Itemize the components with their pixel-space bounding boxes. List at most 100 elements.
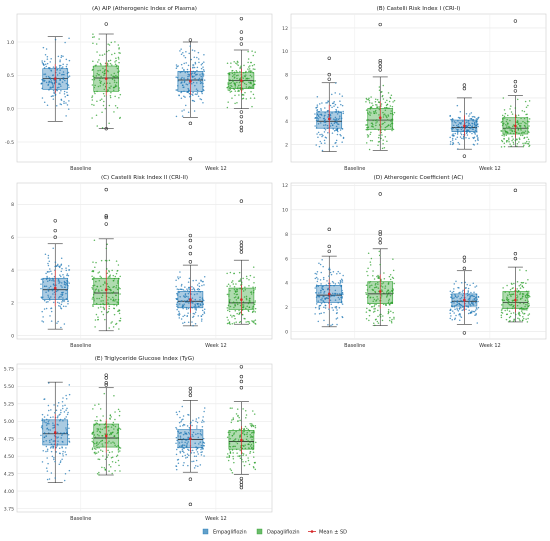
data-point bbox=[327, 131, 329, 134]
data-point bbox=[51, 455, 54, 458]
data-point bbox=[199, 430, 202, 432]
data-point bbox=[101, 111, 103, 114]
outlier-point bbox=[104, 381, 108, 385]
data-point bbox=[60, 89, 62, 92]
data-point bbox=[47, 83, 50, 86]
data-point bbox=[202, 82, 204, 85]
data-point bbox=[54, 477, 56, 479]
data-point bbox=[519, 302, 521, 304]
data-point bbox=[97, 451, 100, 453]
data-point bbox=[318, 294, 320, 297]
data-point bbox=[188, 52, 190, 55]
outlier-point bbox=[239, 240, 244, 244]
data-point bbox=[58, 265, 60, 268]
data-point bbox=[468, 303, 470, 305]
data-point bbox=[191, 285, 193, 288]
data-point bbox=[179, 425, 181, 427]
data-point bbox=[371, 102, 373, 104]
data-point bbox=[106, 426, 109, 428]
data-point bbox=[40, 287, 42, 290]
data-point bbox=[253, 413, 256, 415]
data-point bbox=[254, 322, 256, 325]
y-tick-label: 6 bbox=[285, 256, 288, 262]
y-tick-label: 2 bbox=[285, 142, 288, 148]
data-point bbox=[111, 456, 114, 459]
data-point bbox=[254, 468, 257, 471]
data-point bbox=[366, 134, 369, 136]
data-point bbox=[391, 129, 393, 132]
data-point bbox=[523, 312, 526, 315]
data-point bbox=[100, 259, 103, 262]
data-point bbox=[338, 298, 341, 300]
data-point bbox=[98, 297, 100, 300]
outlier-point bbox=[327, 56, 331, 60]
outlier-point bbox=[513, 19, 518, 23]
data-point bbox=[237, 420, 239, 422]
data-point bbox=[238, 81, 241, 84]
data-point bbox=[336, 121, 338, 124]
data-point bbox=[368, 314, 371, 317]
data-point bbox=[517, 128, 520, 131]
data-point bbox=[199, 304, 202, 306]
data-point bbox=[333, 285, 335, 287]
data-point bbox=[315, 276, 318, 279]
data-point bbox=[203, 284, 205, 286]
data-point bbox=[186, 68, 189, 71]
data-point bbox=[177, 435, 179, 437]
data-point bbox=[98, 59, 100, 61]
data-point bbox=[331, 295, 333, 297]
data-point bbox=[382, 111, 384, 114]
data-point bbox=[51, 273, 53, 275]
data-point bbox=[319, 133, 321, 136]
data-point bbox=[96, 61, 99, 63]
data-point bbox=[67, 84, 70, 86]
data-point bbox=[202, 416, 204, 418]
data-point bbox=[384, 287, 386, 289]
data-point bbox=[60, 56, 62, 59]
data-point bbox=[227, 459, 230, 462]
data-point bbox=[231, 85, 233, 88]
data-point bbox=[111, 451, 113, 453]
data-point bbox=[522, 317, 525, 320]
data-point bbox=[460, 296, 463, 299]
data-point bbox=[325, 297, 327, 299]
data-point bbox=[475, 313, 477, 316]
data-point bbox=[237, 86, 239, 88]
outlier-point bbox=[378, 241, 382, 245]
data-point bbox=[62, 305, 65, 308]
data-point bbox=[199, 80, 202, 83]
data-point bbox=[336, 133, 339, 136]
data-point bbox=[176, 85, 179, 87]
data-point bbox=[184, 96, 186, 98]
data-point bbox=[111, 269, 113, 272]
data-point bbox=[175, 442, 177, 444]
chart-title: (A) AIP (Atherogenic Index of Plasma) bbox=[92, 6, 197, 12]
data-point bbox=[92, 75, 94, 78]
data-point bbox=[65, 282, 68, 285]
data-point bbox=[183, 81, 186, 84]
data-point bbox=[507, 114, 509, 117]
data-point bbox=[51, 288, 53, 291]
data-point bbox=[392, 258, 394, 260]
data-point bbox=[67, 411, 69, 414]
data-point bbox=[324, 142, 326, 144]
data-point bbox=[452, 142, 455, 145]
data-point bbox=[382, 98, 385, 100]
data-point bbox=[112, 274, 115, 277]
data-point bbox=[181, 445, 183, 448]
data-point bbox=[65, 82, 68, 85]
data-point bbox=[245, 414, 248, 416]
data-point bbox=[115, 77, 117, 79]
data-point bbox=[106, 268, 108, 270]
data-point bbox=[314, 117, 316, 119]
data-point bbox=[320, 114, 323, 116]
data-point bbox=[330, 303, 332, 305]
data-point bbox=[91, 278, 94, 281]
data-point bbox=[254, 301, 256, 304]
data-point bbox=[466, 292, 469, 295]
data-point bbox=[93, 91, 96, 93]
data-point bbox=[192, 431, 195, 434]
data-point bbox=[104, 281, 106, 283]
data-point bbox=[249, 452, 251, 454]
data-point bbox=[252, 448, 254, 451]
